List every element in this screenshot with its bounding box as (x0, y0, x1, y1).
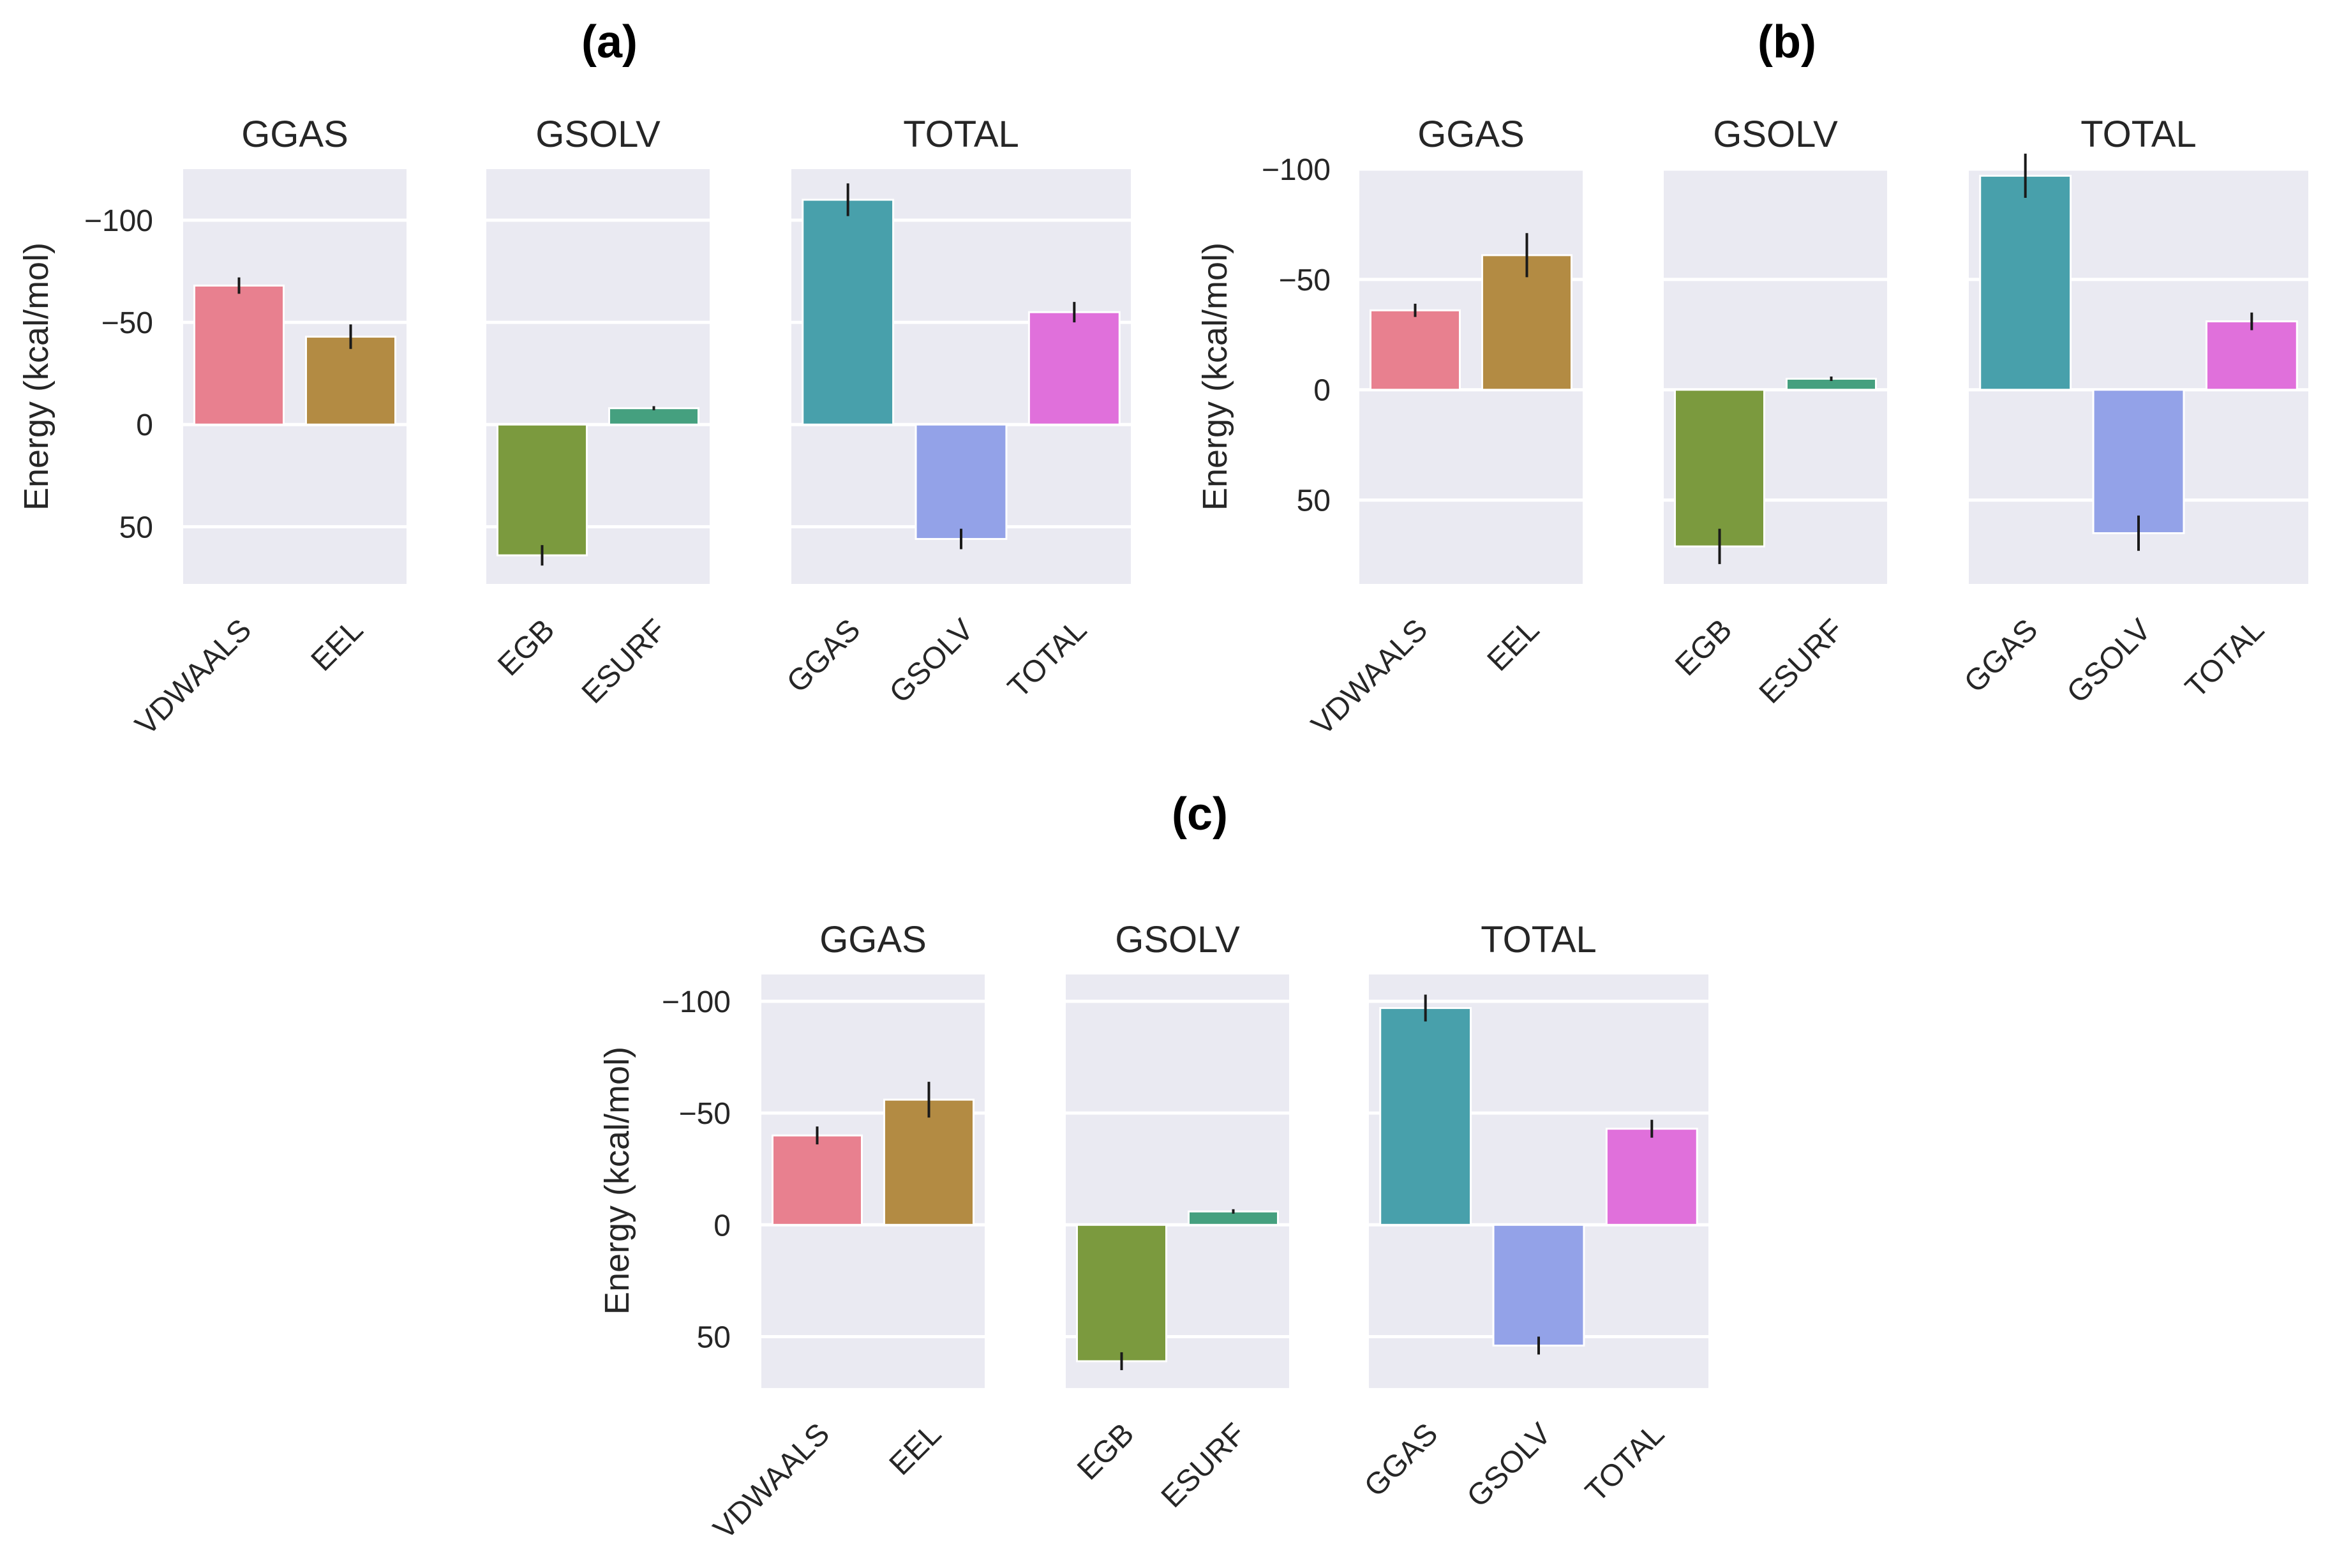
bar-total (2205, 320, 2298, 391)
y-tick-label: 50 (119, 511, 153, 544)
chart-panel-1: (b) Energy (kcal/mol) −100 −50 0 50 GGAS VDWAAL… (1196, 17, 2308, 742)
bar-vdwaals (772, 1134, 863, 1226)
y-tick-label: −50 (679, 1097, 731, 1131)
subplot-title: GSOLV (1115, 919, 1240, 960)
subplot-gsolv: GSOLV EGB ESURF (1664, 114, 1887, 710)
subplot-gsolv: GSOLV EGB ESURF (1066, 919, 1289, 1514)
y-tick-label: −50 (1279, 264, 1331, 297)
x-tick-label: ESURF (1155, 1417, 1253, 1514)
bar-eel (883, 1098, 975, 1226)
bar-total (1027, 311, 1121, 426)
panel-label: (a) (581, 17, 638, 68)
x-tick-label: EEL (883, 1417, 948, 1482)
bar-egb (1076, 1223, 1167, 1363)
bar-eel (305, 336, 396, 426)
bar-egb (497, 423, 588, 556)
subplot-ggas: GGAS VDWAALS EEL (707, 919, 985, 1546)
x-tick-label: GGAS (780, 613, 867, 699)
x-tick-label: GSOLV (883, 613, 980, 710)
y-tick-label: 0 (136, 408, 153, 442)
y-tick-label: 0 (1313, 374, 1331, 408)
x-tick-label: TOTAL (1579, 1417, 1671, 1509)
bar-gsolv (915, 423, 1008, 541)
subplot-title: TOTAL (1481, 919, 1597, 960)
x-tick-label: EEL (1481, 613, 1546, 678)
bar-gsolv (2092, 389, 2185, 534)
subplot-ggas: GGAS VDWAALS EEL (1305, 114, 1583, 742)
x-tick-label: EGB (491, 613, 561, 682)
x-tick-label: TOTAL (1001, 613, 1093, 705)
bar-ggas (1379, 1007, 1472, 1226)
y-tick-label: 0 (713, 1209, 731, 1243)
bar-esurf (608, 407, 699, 426)
subplot-gsolv: GSOLV EGB ESURF (486, 114, 710, 710)
panel-label: (b) (1758, 17, 1816, 68)
y-axis-label: Energy (kcal/mol) (1196, 243, 1234, 511)
x-tick-label: EEL (305, 613, 370, 678)
bar-vdwaals (193, 285, 285, 426)
chart-panel-2: (c) Energy (kcal/mol) −100 −50 0 50 GGAS VDWAAL… (598, 789, 1708, 1546)
subplot-title: GSOLV (1713, 114, 1838, 155)
x-tick-label: EGB (1071, 1417, 1140, 1486)
subplot-title: GGAS (819, 919, 927, 960)
x-tick-label: VDWAALS (707, 1417, 836, 1546)
panel-label: (c) (1172, 789, 1228, 840)
subplot-title: GSOLV (535, 114, 661, 155)
y-axis-label: Energy (kcal/mol) (598, 1047, 636, 1315)
bar-total (1605, 1128, 1698, 1226)
x-tick-label: GGAS (1958, 613, 2045, 699)
y-tick-label: −100 (1262, 153, 1331, 187)
x-tick-label: EGB (1669, 613, 1738, 682)
x-tick-label: VDWAALS (129, 613, 258, 742)
y-tick-label: −50 (101, 306, 153, 340)
subplot-ggas: GGAS VDWAALS EEL (129, 114, 407, 742)
y-tick-label: 50 (1297, 484, 1331, 518)
subplot-title: GGAS (241, 114, 348, 155)
bar-ggas (1979, 174, 2072, 391)
x-tick-label: GSOLV (1461, 1417, 1558, 1514)
y-tick-label: 50 (697, 1320, 731, 1354)
bar-eel (1481, 254, 1572, 391)
x-tick-label: TOTAL (2179, 613, 2271, 705)
y-axis-label: Energy (kcal/mol) (17, 243, 56, 511)
y-tick-label: −100 (84, 204, 153, 238)
y-tick-label: −100 (662, 985, 731, 1019)
x-tick-label: ESURF (1753, 613, 1851, 710)
bar-ggas (802, 198, 895, 426)
chart-panel-0: (a) Energy (kcal/mol) −100 −50 0 50 GGAS VDWAAL… (17, 17, 1131, 742)
subplot-title: GGAS (1417, 114, 1525, 155)
x-tick-label: GSOLV (2061, 613, 2158, 710)
bar-gsolv (1492, 1223, 1585, 1347)
x-tick-label: GGAS (1358, 1417, 1445, 1504)
x-tick-label: ESURF (576, 613, 673, 710)
bar-vdwaals (1370, 309, 1461, 391)
bar-egb (1674, 389, 1765, 548)
subplot-title: TOTAL (903, 114, 1019, 155)
subplot-title: TOTAL (2080, 114, 2197, 155)
x-tick-label: VDWAALS (1305, 613, 1434, 742)
